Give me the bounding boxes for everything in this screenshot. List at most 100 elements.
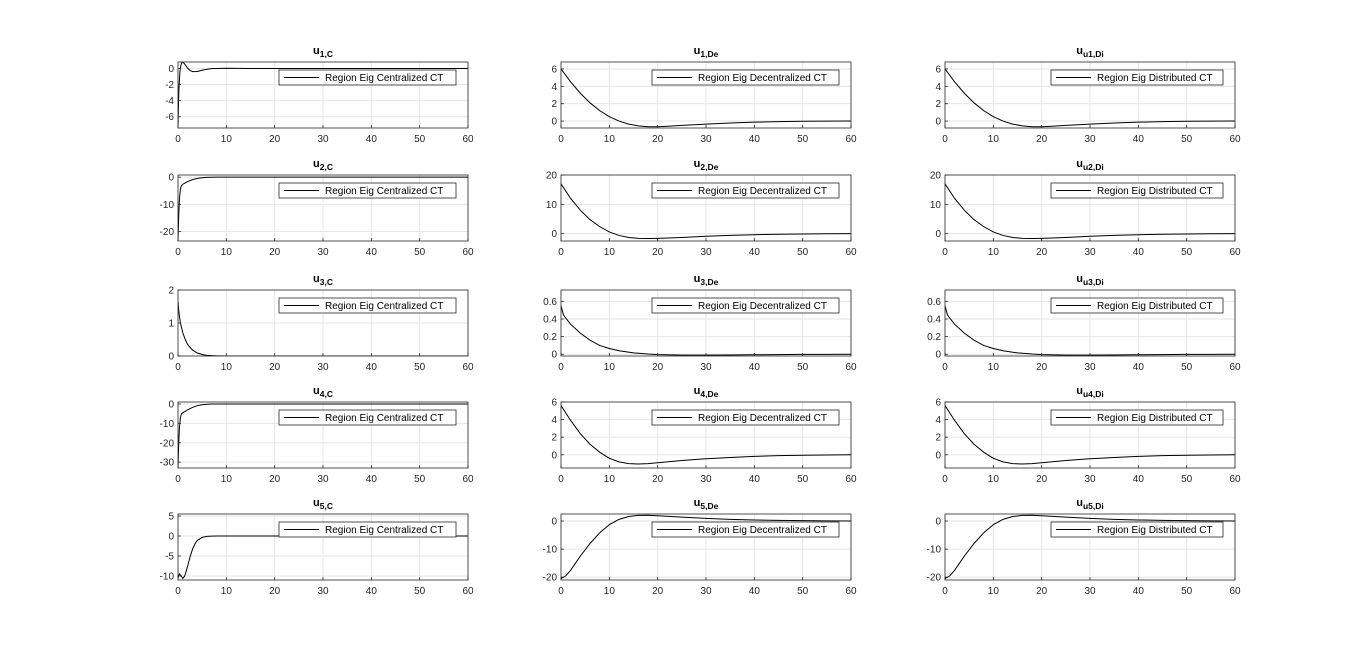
x-tick-label: 10 (988, 134, 1000, 145)
x-tick-label: 10 (221, 134, 233, 145)
legend: Region Eig Decentralized CT (651, 69, 840, 86)
series-line (178, 62, 468, 128)
x-tick-label: 10 (221, 362, 233, 373)
series-line (945, 405, 1235, 465)
y-tick-label: 0 (551, 229, 557, 240)
subplot-4-1: 0 10 20 30 40 50 60 -30 -20 -10 0 u4,C Region Eig Ce… (160, 385, 474, 485)
plot-title: u1,De (694, 45, 719, 59)
plot-title-subscript: u2,Di (1083, 162, 1104, 172)
legend-box (278, 297, 457, 314)
subplot-5-2: 0 10 20 30 40 50 60 -20 -10 0 u5,De Region Eig Dece… (543, 497, 857, 597)
x-tick-label: 50 (1181, 247, 1193, 258)
subplot-3-1: 0 10 20 30 40 50 60 0 1 2 u3,C Region Eig Centraliz… (168, 273, 474, 373)
y-tick-label: 6 (935, 398, 941, 409)
x-tick-label: 40 (749, 474, 761, 485)
y-tick-label: 20 (546, 171, 558, 182)
plot-title: uu5,Di (1076, 497, 1104, 511)
x-tick-label: 30 (317, 247, 329, 258)
x-tick-label: 30 (1084, 247, 1096, 258)
x-tick-label: 40 (366, 247, 378, 258)
x-tick-label: 30 (1084, 362, 1096, 373)
y-tick-label: 0 (168, 399, 174, 410)
x-tick-label: 50 (414, 474, 426, 485)
plot-title: uu3,Di (1076, 273, 1104, 287)
plot-title-subscript: u5,Di (1083, 501, 1104, 511)
x-tick-label: 40 (1133, 134, 1145, 145)
series-line (561, 305, 851, 356)
y-tick-label: 10 (546, 200, 558, 211)
legend-label: Region Eig Decentralized CT (698, 73, 827, 84)
subplot-5-3: 0 10 20 30 40 50 60 -20 -10 0 uu5,Di Region Eig Dis… (927, 497, 1241, 597)
plot-title: u4,C (313, 385, 333, 399)
y-tick-label: 4 (935, 82, 941, 93)
x-tick-label: 50 (1181, 586, 1193, 597)
x-tick-label: 10 (604, 362, 616, 373)
x-tick-label: 60 (1229, 247, 1241, 258)
x-tick-label: 60 (845, 362, 857, 373)
y-tick-label: 0 (168, 64, 174, 75)
x-tick-label: 30 (317, 362, 329, 373)
legend-label: Region Eig Distributed CT (1097, 525, 1213, 536)
plot-title-subscript: 3,C (320, 277, 333, 287)
y-tick-label: 0 (935, 117, 941, 128)
plot-title-subscript: u4,Di (1083, 389, 1104, 399)
x-tick-label: 40 (366, 362, 378, 373)
y-tick-label: 2 (551, 99, 557, 110)
x-tick-label: 50 (797, 474, 809, 485)
plot-title-subscript: 3,De (700, 277, 718, 287)
x-tick-label: 60 (1229, 586, 1241, 597)
y-tick-label: 0 (551, 517, 557, 528)
x-tick-label: 60 (845, 134, 857, 145)
x-tick-label: 60 (1229, 134, 1241, 145)
x-tick-label: 30 (700, 362, 712, 373)
y-tick-label: -30 (160, 458, 175, 469)
plot-title: uu1,Di (1076, 45, 1104, 59)
subplot-3-2: 0 10 20 30 40 50 60 0 0.2 0.4 0.6 u3,De Region Eig D… (543, 273, 857, 373)
x-tick-label: 40 (366, 134, 378, 145)
y-tick-label: -20 (927, 573, 942, 584)
x-tick-label: 10 (221, 586, 233, 597)
series-line (945, 68, 1235, 128)
plot-title-subscript: 4,C (320, 389, 333, 399)
legend-label: Region Eig Centralized CT (325, 186, 443, 197)
plot-title-subscript: u1,Di (1083, 49, 1104, 59)
subplot-4-3: 0 10 20 30 40 50 60 0 2 4 6 uu4,Di Region Eig Distri… (935, 385, 1241, 485)
legend: Region Eig Distributed CT (1050, 297, 1224, 314)
y-tick-label: 0 (168, 532, 174, 543)
legend: Region Eig Distributed CT (1050, 521, 1224, 538)
x-tick-label: 50 (797, 134, 809, 145)
x-tick-label: 10 (604, 247, 616, 258)
y-tick-label: 0 (168, 173, 174, 184)
x-tick-label: 30 (700, 247, 712, 258)
legend-box (651, 521, 840, 538)
series-line (945, 514, 1235, 580)
x-tick-label: 0 (942, 247, 948, 258)
legend-label: Region Eig Centralized CT (325, 525, 443, 536)
x-tick-label: 0 (558, 474, 564, 485)
x-tick-label: 0 (942, 134, 948, 145)
y-tick-label: 0 (935, 229, 941, 240)
series-line (561, 183, 851, 240)
y-tick-label: 4 (551, 415, 557, 426)
y-tick-label: 0.6 (927, 297, 941, 308)
plot-title-main: u (1076, 45, 1083, 57)
x-tick-label: 30 (317, 134, 329, 145)
legend-box (278, 69, 457, 86)
y-tick-label: 0 (551, 450, 557, 461)
legend-box (1050, 69, 1224, 86)
plot-title-main: u (694, 385, 701, 397)
subplot-2-1: 0 10 20 30 40 50 60 -20 -10 0 u2,C Region Eig Centr… (160, 158, 474, 258)
series-line (178, 403, 468, 468)
plot-title-main: u (313, 385, 320, 397)
x-tick-label: 60 (845, 586, 857, 597)
legend: Region Eig Distributed CT (1050, 69, 1224, 86)
legend-box (278, 409, 457, 426)
plot-title: u5,De (694, 497, 719, 511)
y-tick-label: 0 (935, 517, 941, 528)
x-tick-label: 30 (1084, 134, 1096, 145)
y-tick-label: -20 (160, 227, 175, 238)
subplot-1-3: 0 10 20 30 40 50 60 0 2 4 6 uu1,Di Region Eig Distri… (935, 45, 1241, 145)
x-tick-label: 20 (652, 474, 664, 485)
y-tick-label: 4 (551, 82, 557, 93)
x-tick-label: 10 (221, 247, 233, 258)
